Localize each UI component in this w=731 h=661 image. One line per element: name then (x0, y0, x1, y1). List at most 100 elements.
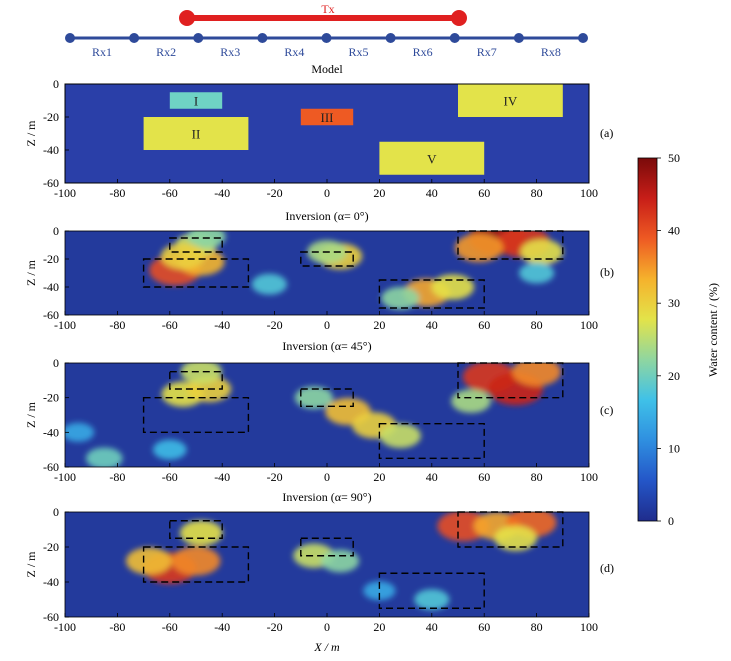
model-outline (300, 388, 354, 408)
x-tick-label: 40 (426, 186, 438, 200)
anomaly (85, 447, 123, 467)
electrode (257, 33, 268, 43)
anomaly (414, 589, 450, 610)
anomaly (160, 243, 206, 270)
panel-d-model-outlines (142, 511, 564, 609)
x-tick-label: 100 (580, 620, 598, 634)
panel-d-axes: -100 -80 -60 -40 -20 0 20 40 60 80 100 0 -20 -40 -60 Z … (24, 505, 598, 634)
y-tick-label: -60 (43, 176, 59, 190)
y-tick-label: -20 (43, 540, 59, 554)
anomaly (451, 389, 491, 413)
x-tick-label: 60 (478, 186, 490, 200)
x-tick-label: -20 (267, 470, 283, 484)
x-tick-label: 60 (478, 620, 490, 634)
x-tick-label: 20 (373, 620, 385, 634)
panel-a-letter: (a) (600, 126, 613, 140)
x-tick-label: -40 (214, 318, 230, 332)
x-tick-label: 100 (580, 318, 598, 332)
anomaly (125, 547, 172, 575)
rx-label: Rx8 (541, 45, 561, 59)
anomaly (187, 231, 226, 248)
x-tick-label: -40 (214, 470, 230, 484)
colorbar-tick-label: 50 (668, 151, 680, 165)
model-outline (142, 396, 250, 434)
rx-label: Rx5 (349, 45, 369, 59)
colorbar-tick-label: 10 (668, 441, 680, 455)
model-outline (300, 537, 354, 557)
x-tick-label: 40 (426, 470, 438, 484)
anomaly (454, 233, 503, 263)
colorbar-tick-label: 20 (668, 369, 680, 383)
electrode (449, 33, 460, 43)
rx-label: Rx2 (156, 45, 176, 59)
panel-a-axes: -100 -80 -60 -40 -20 0 20 40 60 80 100 0 -20 -40 -60 Z … (24, 77, 598, 200)
panel-d-anomalies (125, 512, 557, 610)
panel-b-title: Inversion (α= 0°) (285, 209, 368, 223)
y-tick-label: -20 (43, 391, 59, 405)
x-tick-label: -40 (214, 186, 230, 200)
colorbar-ramp (637, 157, 658, 522)
y-tick-label: -20 (43, 110, 59, 124)
panel-c-letter: (c) (600, 403, 613, 417)
panel-c-title: Inversion (α= 45°) (282, 339, 371, 353)
rx-label: Rx4 (284, 45, 304, 59)
x-tick-label: 0 (324, 470, 330, 484)
model-outline (300, 251, 354, 267)
rx-labels: Rx1 Rx2 Rx3 Rx4 Rx5 Rx6 Rx7 Rx8 (92, 45, 561, 59)
tx-label: Tx (321, 2, 334, 16)
y-tick-label: 0 (53, 356, 59, 370)
y-tick-label: -60 (43, 610, 59, 624)
model-block (379, 141, 485, 175)
anomaly (518, 262, 555, 284)
model-outline (457, 362, 564, 399)
panel-inversion-0: Inversion (α= 0°) -100 -80 -60 -40 -20 0 20 40 6… (24, 209, 614, 332)
x-tick-label: -80 (109, 186, 125, 200)
x-tick-label: 80 (531, 470, 543, 484)
model-outline (142, 546, 250, 583)
x-tick-label: 100 (580, 470, 598, 484)
model-outline (457, 511, 564, 548)
x-tick-label: 0 (324, 620, 330, 634)
x-tick-label: -60 (162, 470, 178, 484)
electrode (129, 33, 140, 43)
electrodes (65, 33, 588, 43)
y-tick-label: -60 (43, 460, 59, 474)
y-tick-label: 0 (53, 505, 59, 519)
anomaly (363, 581, 396, 601)
anomaly (294, 386, 334, 409)
model-outline (169, 370, 223, 390)
panel-frame (64, 362, 590, 468)
panel-frame (64, 230, 590, 316)
x-tick-label: 60 (478, 318, 490, 332)
electrode (65, 33, 75, 43)
model-outline (378, 572, 485, 609)
y-tick-label: 0 (53, 224, 59, 238)
x-tick-label: 0 (324, 318, 330, 332)
model-block-label: I (194, 94, 198, 109)
rx-label: Rx7 (477, 45, 497, 59)
x-tick-label: -100 (54, 186, 76, 200)
electrode (578, 33, 588, 43)
colorbar-ticks: 0 10 20 30 40 50 (657, 151, 680, 528)
rx-label: Rx3 (220, 45, 240, 59)
anomaly (437, 512, 490, 542)
panel-frame (64, 83, 590, 184)
y-axis-label: Z / m (24, 551, 38, 578)
tx-end-left (179, 10, 195, 26)
x-tick-label: 60 (478, 470, 490, 484)
x-tick-label: 100 (580, 186, 598, 200)
y-tick-label: -60 (43, 308, 59, 322)
x-tick-label: 20 (373, 318, 385, 332)
electrode (321, 33, 332, 43)
anomaly (152, 439, 187, 460)
x-tick-label: -80 (109, 620, 125, 634)
x-tick-label: 80 (531, 620, 543, 634)
anomaly (180, 363, 222, 384)
panel-d-letter: (d) (600, 561, 614, 575)
electrode (193, 33, 204, 43)
model-block-label: V (427, 151, 437, 166)
panel-b-model-outlines (142, 230, 564, 309)
y-tick-label: -40 (43, 280, 59, 294)
